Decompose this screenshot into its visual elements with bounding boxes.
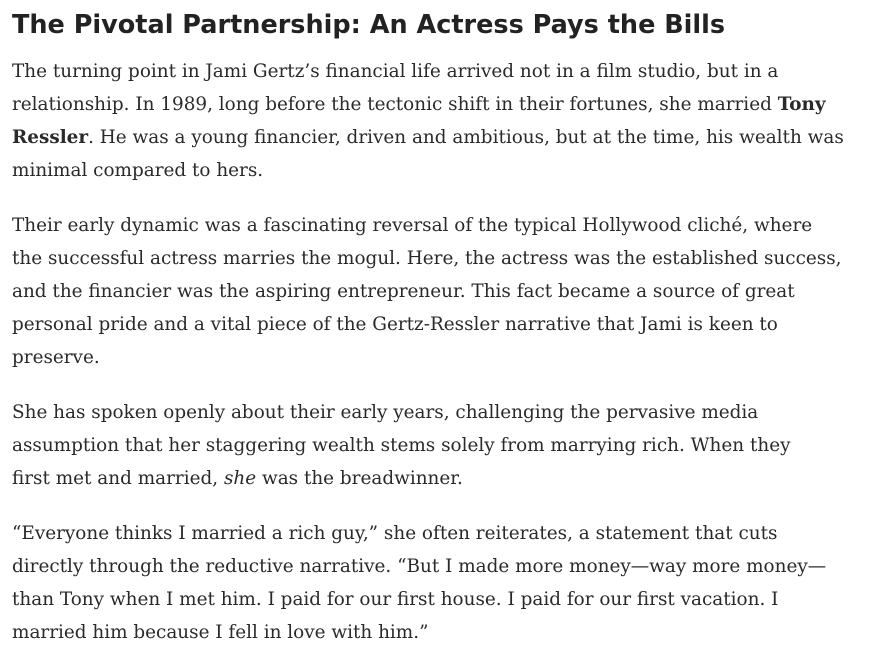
- text-line: The turning point in Jami Gertz’s financ…: [12, 55, 878, 88]
- text-line: and the financier was the aspiring entre…: [12, 275, 878, 308]
- text-segment: The turning point in Jami Gertz’s financ…: [12, 61, 779, 82]
- text-segment: and the financier was the aspiring entre…: [12, 281, 795, 302]
- text-line: the successful actress marries the mogul…: [12, 242, 878, 275]
- text-segment: the successful actress marries the mogul…: [12, 248, 842, 269]
- text-segment: She has spoken openly about their early …: [12, 402, 759, 423]
- section-heading: The Pivotal Partnership: An Actress Pays…: [12, 10, 726, 40]
- text-segment: relationship. In 1989, long before the t…: [12, 94, 778, 115]
- article-body: The turning point in Jami Gertz’s financ…: [12, 55, 878, 671]
- text-segment: married him because I fell in love with …: [12, 622, 429, 643]
- bold-text: Ressler: [12, 127, 89, 148]
- text-segment: “Everyone thinks I married a rich guy,” …: [12, 523, 778, 544]
- text-segment: was the breadwinner.: [256, 468, 463, 489]
- text-line: She has spoken openly about their early …: [12, 396, 878, 429]
- text-segment: than Tony when I met him. I paid for our…: [12, 589, 779, 610]
- text-line: than Tony when I met him. I paid for our…: [12, 583, 878, 616]
- text-line: preserve.: [12, 341, 878, 374]
- bold-text: Tony: [777, 94, 826, 115]
- text-line: directly through the reductive narrative…: [12, 550, 878, 583]
- text-line: assumption that her staggering wealth st…: [12, 429, 878, 462]
- italic-text: she: [223, 468, 257, 489]
- text-line: personal pride and a vital piece of the …: [12, 308, 878, 341]
- text-line: Their early dynamic was a fascinating re…: [12, 209, 878, 242]
- text-segment: minimal compared to hers.: [12, 160, 264, 181]
- text-line: married him because I fell in love with …: [12, 616, 878, 649]
- text-line: Ressler. He was a young financier, drive…: [12, 121, 878, 154]
- paragraph: “Everyone thinks I married a rich guy,” …: [12, 517, 878, 649]
- text-line: first met and married, she was the bread…: [12, 462, 878, 495]
- text-segment: directly through the reductive narrative…: [12, 556, 827, 577]
- text-line: minimal compared to hers.: [12, 154, 878, 187]
- paragraph: The turning point in Jami Gertz’s financ…: [12, 55, 878, 187]
- text-segment: personal pride and a vital piece of the …: [12, 314, 778, 335]
- text-line: relationship. In 1989, long before the t…: [12, 88, 878, 121]
- paragraph: Their early dynamic was a fascinating re…: [12, 209, 878, 374]
- text-segment: . He was a young financier, driven and a…: [88, 127, 844, 148]
- text-segment: first met and married,: [12, 468, 224, 489]
- text-line: “Everyone thinks I married a rich guy,” …: [12, 517, 878, 550]
- text-segment: assumption that her staggering wealth st…: [12, 435, 791, 456]
- paragraph: She has spoken openly about their early …: [12, 396, 878, 495]
- text-segment: Their early dynamic was a fascinating re…: [12, 215, 813, 236]
- text-segment: preserve.: [12, 347, 100, 368]
